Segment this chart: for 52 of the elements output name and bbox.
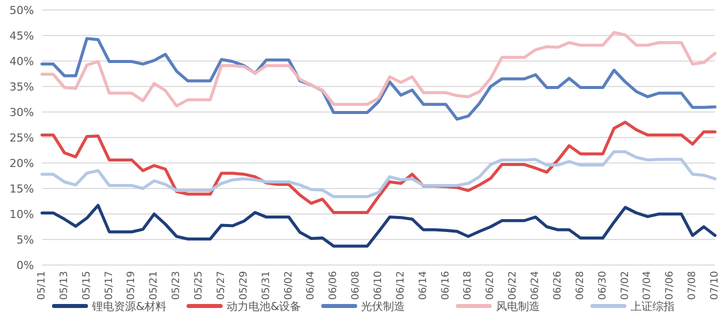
x-tick-label: 05/13 xyxy=(58,271,70,300)
y-tick-label: 15% xyxy=(10,182,34,196)
legend-label: 光伏制造 xyxy=(361,300,406,313)
y-tick-label: 20% xyxy=(10,157,34,170)
x-tick-label: 06/14 xyxy=(418,271,429,300)
x-tick-label: 05/15 xyxy=(81,271,92,300)
x-tick-label: 06/20 xyxy=(485,271,496,300)
legend-label: 动力电池&设备 xyxy=(226,300,302,313)
y-tick-label: 25% xyxy=(10,132,34,144)
x-tick-label: 06/26 xyxy=(552,271,564,300)
x-tick-label: 07/02 xyxy=(620,271,631,300)
x-tick-label: 06/08 xyxy=(350,271,362,300)
y-tick-label: 35% xyxy=(10,80,34,94)
x-tick-label: 05/19 xyxy=(126,271,138,300)
x-tick-label: 06/16 xyxy=(440,271,452,300)
x-tick-label: 05/29 xyxy=(238,271,250,300)
x-tick-label: 06/06 xyxy=(328,271,340,300)
y-tick-label: 45% xyxy=(10,30,34,42)
y-tick-label: 50% xyxy=(10,4,34,17)
x-tick-label: 05/21 xyxy=(148,271,160,300)
y-tick-label: 0% xyxy=(16,259,34,272)
x-tick-label: 07/04 xyxy=(642,271,654,300)
x-tick-label: 06/18 xyxy=(462,271,474,300)
x-tick-label: 05/23 xyxy=(171,271,182,300)
x-tick-label: 06/02 xyxy=(283,271,294,300)
x-tick-label: 06/12 xyxy=(395,271,406,300)
line-series xyxy=(40,30,716,108)
x-tick-label: 06/30 xyxy=(597,271,608,300)
x-tick-label: 05/27 xyxy=(216,271,227,300)
x-tick-label: 06/04 xyxy=(306,271,317,300)
line-series xyxy=(40,150,716,198)
line-series xyxy=(40,120,716,214)
x-tick-label: 05/11 xyxy=(36,271,48,300)
y-tick-label: 10% xyxy=(10,208,34,221)
x-tick-label: 07/06 xyxy=(664,271,676,300)
legend-label: 上证综指 xyxy=(630,300,674,313)
x-tick-label: 05/25 xyxy=(194,271,205,300)
y-tick-label: 40% xyxy=(10,55,34,68)
line-series xyxy=(40,204,716,248)
y-tick-label: 5% xyxy=(16,234,34,246)
x-tick-label: 06/10 xyxy=(373,271,384,300)
legend-label: 锂电资源&材料 xyxy=(91,300,167,313)
x-tick-label: 06/22 xyxy=(508,271,519,300)
x-tick-label: 05/17 xyxy=(104,271,115,300)
x-tick-label: 06/24 xyxy=(530,271,542,300)
x-tick-label: 07/08 xyxy=(687,271,698,300)
y-tick-label: 30% xyxy=(10,106,34,119)
x-tick-label: 06/28 xyxy=(574,271,586,300)
legend-label: 风电制造 xyxy=(496,300,540,313)
x-tick-label: 05/31 xyxy=(260,271,272,300)
x-tick-label: 07/10 xyxy=(710,271,720,300)
line-series xyxy=(40,37,716,121)
